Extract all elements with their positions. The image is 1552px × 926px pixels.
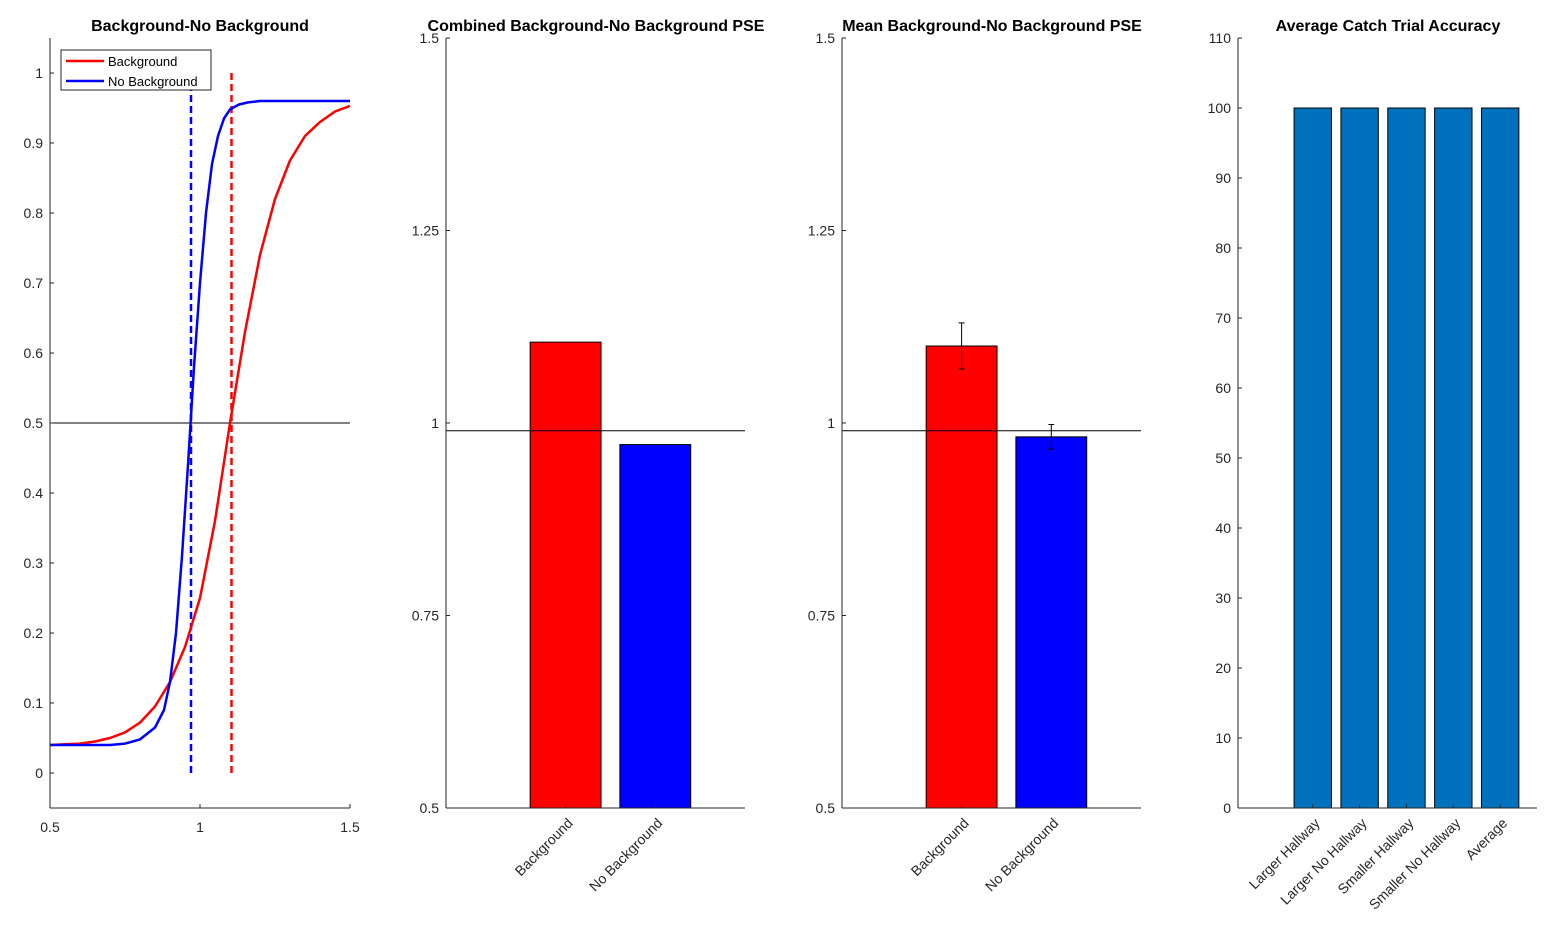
bar-larger-hallway <box>1293 107 1332 809</box>
category-label: Larger No Hallway <box>1277 815 1370 908</box>
bar-background <box>925 345 998 809</box>
category-label: Average <box>1462 815 1510 863</box>
y-tick-label: 0.5 <box>816 800 836 816</box>
legend-box <box>60 49 212 91</box>
y-tick-label: 40 <box>1215 520 1231 536</box>
y-tick-label: 1 <box>827 415 835 431</box>
bar-larger-no-hallway <box>1340 107 1379 809</box>
series-line-background <box>49 104 351 747</box>
psychometric-curve-panel: Background-No Background 0 0.1 0.2 0.3 0.4 0.… <box>24 18 360 835</box>
y-tick-label: 20 <box>1215 660 1231 676</box>
bar-smaller-hallway <box>1387 107 1426 809</box>
y-tick-label: 0.9 <box>24 135 44 151</box>
y-tick-label: 0.7 <box>24 275 44 291</box>
panel-title: Mean Background-No Background PSE <box>842 18 1142 35</box>
y-tick-label: 0.5 <box>24 415 44 431</box>
legend: Background No Background <box>60 49 212 91</box>
bar-no-background <box>619 444 692 809</box>
y-tick-label: 1 <box>35 65 43 81</box>
y-tick-label: 80 <box>1215 240 1231 256</box>
y-tick-label: 60 <box>1215 380 1231 396</box>
y-tick-label: 30 <box>1215 590 1231 606</box>
y-tick-label: 1 <box>431 415 439 431</box>
y-tick-label: 0.4 <box>24 485 44 501</box>
catch-trial-accuracy-bar-panel: Average Catch Trial Accuracy 0 10 20 30 40 50… <box>1208 18 1537 912</box>
y-tick-label: 110 <box>1209 30 1232 46</box>
category-label: No Background <box>586 815 666 895</box>
y-tick-label: 0 <box>35 765 43 781</box>
y-tick-label: 1.5 <box>816 30 836 46</box>
y-tick-label: 90 <box>1215 170 1231 186</box>
y-tick-label: 0.3 <box>24 555 44 571</box>
y-tick-label: 0.2 <box>24 625 44 641</box>
y-tick-label: 0 <box>1223 800 1231 816</box>
y-tick-label: 100 <box>1208 100 1232 116</box>
legend-label: No Background <box>108 74 198 89</box>
y-tick-label: 10 <box>1215 730 1231 746</box>
bar-background <box>529 341 602 809</box>
x-tick-label: 1.5 <box>340 819 360 835</box>
category-label: Smaller No Hallway <box>1366 815 1464 913</box>
y-tick-label: 0.75 <box>412 608 439 624</box>
y-tick-label: 0.5 <box>420 800 440 816</box>
bar-average <box>1480 107 1520 809</box>
y-tick-label: 70 <box>1215 310 1231 326</box>
panel-title: Background-No Background <box>91 18 309 35</box>
series-line-no-background <box>50 99 350 747</box>
legend-label: Background <box>108 54 177 69</box>
category-label: Background <box>512 815 576 879</box>
y-tick-label: 1.5 <box>420 30 440 46</box>
bar-no-background <box>1015 436 1088 809</box>
y-tick-label: 50 <box>1215 450 1231 466</box>
y-tick-label: 1.25 <box>808 223 835 239</box>
y-tick-label: 0.75 <box>808 608 835 624</box>
x-tick-label: 1 <box>196 819 204 835</box>
y-tick-label: 1.25 <box>412 223 439 239</box>
y-tick-label: 0.8 <box>24 205 44 221</box>
x-tick-label: 0.5 <box>40 819 60 835</box>
y-tick-label: 0.1 <box>24 695 44 711</box>
panel-title: Combined Background-No Background PSE <box>428 18 765 35</box>
panel-title: Average Catch Trial Accuracy <box>1276 18 1501 35</box>
combined-pse-bar-panel: Combined Background-No Background PSE 0.… <box>412 18 765 894</box>
y-tick-label: 0.6 <box>24 345 44 361</box>
bar-smaller-no-hallway <box>1434 107 1473 809</box>
mean-pse-bar-panel: Mean Background-No Background PSE 0.5 0.7… <box>808 18 1142 894</box>
category-label: No Background <box>982 815 1062 895</box>
category-label: Background <box>908 815 972 879</box>
